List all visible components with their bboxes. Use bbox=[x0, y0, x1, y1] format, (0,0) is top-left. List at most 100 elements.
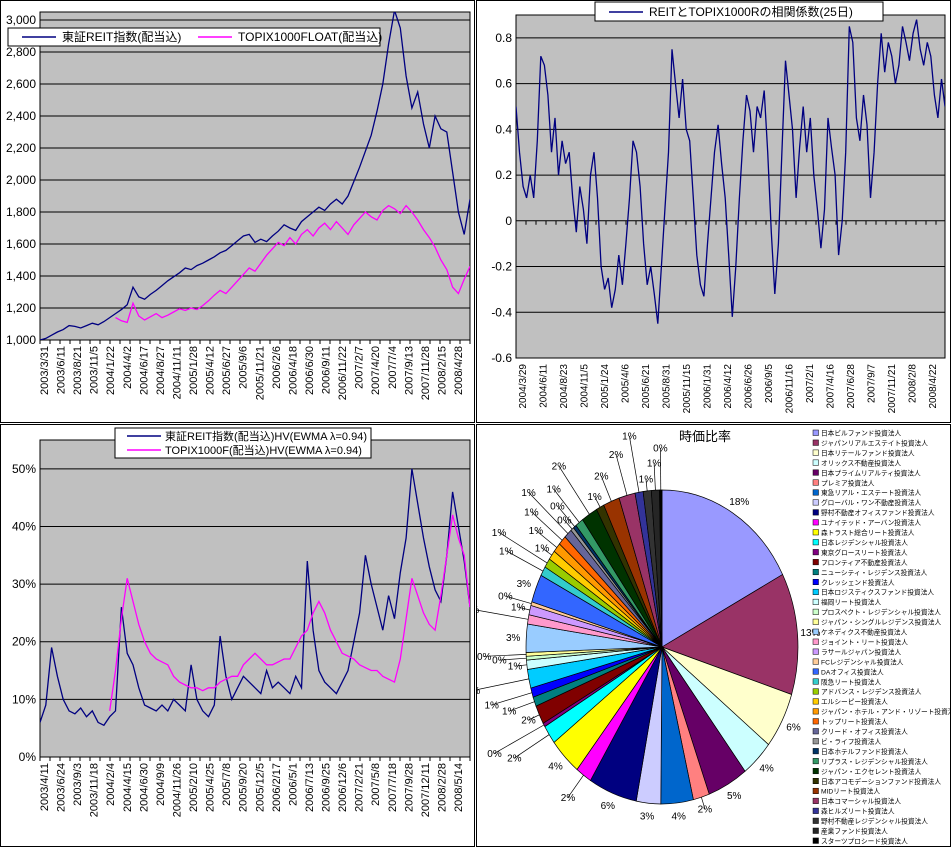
pie-legend-label: 野村不動産オフィスファンド投資法人 bbox=[821, 508, 935, 517]
x-tick-label: 2005/12/5 bbox=[254, 763, 266, 812]
pie-legend-swatch bbox=[812, 588, 819, 595]
pie-legend-label: FCレジデンシャル投資法人 bbox=[821, 657, 904, 666]
x-tick-label: 2004/8/23 bbox=[559, 364, 570, 409]
y-tick-label: -0.2 bbox=[491, 260, 512, 274]
y-tick-label: 1,800 bbox=[6, 205, 36, 219]
pie-percent-label: 1% bbox=[508, 662, 523, 673]
pie-percent-label: 3% bbox=[506, 633, 521, 644]
y-tick-label: 0.4 bbox=[495, 122, 512, 136]
pie-percent-label: 0% bbox=[557, 516, 572, 527]
pie-legend-label: 東京グロースリート投資法人 bbox=[821, 548, 908, 557]
x-tick-label: 2007/6/28 bbox=[846, 364, 857, 409]
x-tick-label: 2007/4/16 bbox=[826, 364, 837, 409]
pie-percent-label: 1% bbox=[502, 707, 517, 718]
x-tick-label: 2006/2/17 bbox=[271, 763, 283, 812]
x-tick-label: 2005/9/20 bbox=[238, 763, 250, 812]
pie-label-leader bbox=[567, 774, 584, 798]
x-tick-label: 2004/2/4 bbox=[105, 763, 117, 806]
pie-legend-swatch bbox=[812, 469, 819, 476]
pie-legend-label: 日本レジデンシャル投資法人 bbox=[821, 538, 908, 547]
x-tick-label: 2008/2/8 bbox=[908, 364, 919, 403]
pie-legend-swatch bbox=[812, 708, 819, 715]
y-tick-label: 50% bbox=[12, 462, 36, 476]
pie-label-leader bbox=[528, 492, 569, 534]
pie-percent-label: 13% bbox=[800, 628, 820, 639]
pie-legend-label: プロスペクト・レジデンシャル投資法人 bbox=[821, 608, 941, 617]
pie-label-leader bbox=[505, 595, 532, 604]
y-tick-label: 2,400 bbox=[6, 109, 36, 123]
pie-percent-label: 1% bbox=[521, 488, 536, 499]
pie-legend-label: 日本アコモデーションファンド投資法人 bbox=[821, 777, 941, 786]
pie-percent-label: 2% bbox=[609, 450, 624, 461]
x-tick-label: 2003/6/11 bbox=[56, 346, 68, 394]
market-cap-pie-svg: 時価比率18%13%6%4%5%2%4%3%6%2%4%2%0%2%1%1%2%… bbox=[476, 424, 951, 847]
pie-legend-label: リプラス・レジデンシャル投資法人 bbox=[821, 757, 928, 766]
x-tick-label: 2005/9/6 bbox=[238, 346, 250, 389]
pie-legend-swatch bbox=[812, 449, 819, 456]
pie-legend-swatch bbox=[812, 539, 819, 546]
pie-legend-swatch bbox=[812, 598, 819, 605]
x-tick-label: 2004/6/17 bbox=[138, 346, 150, 395]
chart-panel-market-cap-pie: 時価比率18%13%6%4%5%2%4%3%6%2%4%2%0%2%1%1%2%… bbox=[476, 424, 951, 847]
pie-percent-label: 1% bbox=[476, 605, 479, 616]
pie-legend-swatch bbox=[812, 787, 819, 794]
x-tick-label: 2006/9/25 bbox=[321, 763, 333, 812]
correlation-chart-svg: 0.8 0.6 0.4 0.2 0 -0.2 -0.4 -0.6 2004/3/29 2004/6… bbox=[476, 0, 951, 423]
pie-percent-label: 1% bbox=[511, 603, 526, 614]
x-tick-label: 2008/4/22 bbox=[928, 364, 939, 409]
x-tick-label: 2005/11/15 bbox=[682, 364, 693, 414]
pie-legend-swatch bbox=[812, 658, 819, 665]
pie-legend-label: MIDリート投資法人 bbox=[821, 787, 880, 796]
pie-label-leader bbox=[476, 678, 529, 691]
pie-percent-label: 2% bbox=[521, 716, 536, 727]
series-line-0 bbox=[40, 12, 470, 340]
pie-legend-label: オリックス不動産投資法人 bbox=[821, 458, 901, 467]
pie-label-leader bbox=[484, 654, 527, 657]
x-tick-label: 2003/3/31 bbox=[39, 346, 51, 395]
pie-legend-swatch bbox=[812, 618, 819, 625]
series-line-0 bbox=[516, 19, 945, 324]
pie-percent-label: 18% bbox=[729, 497, 749, 508]
pie-legend-label: 東急リアル・エステート投資法人 bbox=[821, 488, 922, 497]
x-tick-label: 2007/9/7 bbox=[867, 364, 878, 403]
pie-legend-label: DAオフィス投資法人 bbox=[821, 667, 884, 676]
y-tick-label: 0 bbox=[505, 214, 512, 228]
pie-percent-label: 1% bbox=[622, 432, 637, 443]
y-tick-label: 0.8 bbox=[495, 31, 512, 45]
pie-legend-swatch bbox=[812, 738, 819, 745]
pie-legend-swatch bbox=[812, 778, 819, 784]
x-tick-label: 2003/11/18 bbox=[89, 763, 101, 817]
chart-panel-volatility: 50% 40% 30% 20% 10% 0% 2003/4/11 2003/6/24 2003/… bbox=[0, 424, 475, 847]
pie-legend-label: エルシーピー投資法人 bbox=[821, 697, 888, 706]
x-tick-label: 2006/6/30 bbox=[304, 346, 316, 395]
pie-label-leader bbox=[564, 519, 573, 530]
pie-percent-label: 1% bbox=[524, 507, 539, 518]
pie-legend-label: ジャパンリアルエステイト投資法人 bbox=[821, 438, 928, 447]
pie-slice-1 bbox=[661, 573, 799, 695]
pie-legend-label: 森ヒルズリート投資法人 bbox=[821, 807, 895, 816]
pie-percent-label: 6% bbox=[786, 722, 801, 733]
pie-legend-swatch bbox=[812, 549, 819, 556]
series-line-0 bbox=[40, 468, 470, 727]
pie-percent-label: 1% bbox=[499, 546, 514, 557]
pie-legend-label: 森トラスト総合リート投資法人 bbox=[821, 528, 915, 537]
y-tick-label: 3,000 bbox=[6, 13, 36, 27]
series-line-1 bbox=[115, 204, 470, 324]
pie-legend-swatch bbox=[812, 758, 819, 765]
pie-label-leader bbox=[518, 606, 530, 611]
x-tick-label: 2004/4/15 bbox=[122, 763, 134, 812]
x-tick-label: 2003/8/21 bbox=[72, 346, 84, 395]
pie-legend-swatch bbox=[812, 698, 819, 705]
y-tick-label: 10% bbox=[12, 692, 36, 706]
pie-percent-label: 2% bbox=[561, 793, 576, 804]
pie-legend-label: ジョイント・リート投資法人 bbox=[821, 637, 908, 646]
x-tick-label: 2005/4/12 bbox=[205, 346, 217, 395]
pie-legend-label: スターツプロシード投資法人 bbox=[821, 836, 908, 845]
x-tick-label: 2007/2/7 bbox=[354, 346, 366, 389]
pie-percent-label: 2% bbox=[698, 804, 713, 815]
pie-legend-swatch bbox=[812, 489, 819, 496]
x-tick-label: 2004/8/27 bbox=[155, 346, 167, 395]
pie-legend-label: アドバンス・レジデンス投資法人 bbox=[821, 687, 922, 696]
pie-percent-label: 6% bbox=[601, 801, 616, 812]
y-tick-label: -0.4 bbox=[491, 305, 512, 319]
